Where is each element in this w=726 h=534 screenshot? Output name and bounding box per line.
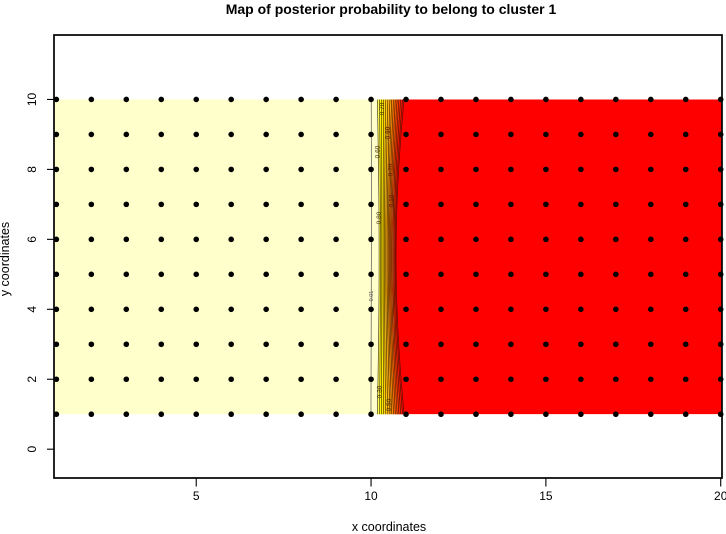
svg-text:10: 10 (364, 489, 378, 503)
svg-text:0.80: 0.80 (376, 211, 383, 224)
svg-text:15: 15 (539, 489, 553, 503)
svg-text:2: 2 (25, 376, 39, 383)
svg-text:0.01: 0.01 (369, 291, 375, 302)
svg-text:y coordinates: y coordinates (0, 222, 12, 296)
svg-text:Map of posterior probability t: Map of posterior probability to belong t… (226, 1, 557, 17)
svg-text:6: 6 (25, 236, 39, 243)
svg-text:0.70: 0.70 (379, 102, 386, 115)
svg-text:0.30: 0.30 (377, 385, 384, 398)
svg-text:0: 0 (25, 446, 39, 453)
svg-text:5: 5 (193, 489, 200, 503)
svg-text:0.90: 0.90 (385, 126, 392, 139)
svg-text:x coordinates: x coordinates (352, 520, 426, 534)
svg-text:20: 20 (714, 489, 726, 503)
svg-text:0.20: 0.20 (388, 163, 395, 176)
svg-text:0.10: 0.10 (389, 194, 396, 207)
svg-text:10: 10 (25, 92, 39, 106)
svg-text:0.60: 0.60 (374, 145, 381, 158)
svg-text:0.50: 0.50 (386, 398, 393, 411)
svg-text:4: 4 (25, 306, 39, 313)
svg-text:8: 8 (25, 166, 39, 173)
